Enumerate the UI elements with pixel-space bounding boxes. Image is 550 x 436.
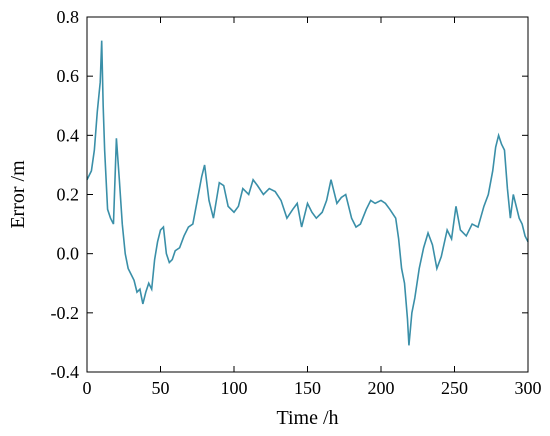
x-tick-label: 0 [83, 378, 92, 398]
plot-frame [86, 16, 529, 373]
y-axis: -0.4 -0.2 0.0 0.2 0.4 0.6 0.8 [51, 7, 528, 382]
x-tick-label: 200 [368, 378, 395, 398]
y-axis-title: Error /m [7, 160, 29, 229]
x-tick-label: 100 [221, 378, 248, 398]
y-tick-label: 0.8 [57, 7, 80, 27]
y-tick-label: 0.0 [57, 244, 80, 264]
x-axis-title: Time /h [276, 407, 338, 429]
y-tick-label: 0.2 [57, 185, 80, 205]
y-tick-label: 0.4 [57, 125, 80, 145]
x-tick-label: 250 [441, 378, 468, 398]
x-tick-label: 300 [515, 378, 542, 398]
x-axis: 0 50 100 150 200 250 300 [83, 17, 542, 398]
x-tick-label: 150 [294, 378, 321, 398]
x-tick-label: 50 [152, 378, 170, 398]
y-tick-label: -0.4 [51, 362, 80, 382]
y-tick-label: 0.6 [57, 66, 80, 86]
series-line-error [86, 40, 529, 346]
y-tick-label: -0.2 [51, 303, 80, 323]
